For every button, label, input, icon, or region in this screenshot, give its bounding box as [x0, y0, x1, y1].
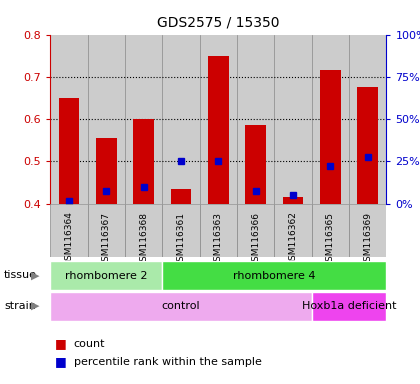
Text: control: control — [162, 301, 200, 311]
Bar — [125, 204, 163, 257]
Bar — [96, 138, 117, 204]
Bar — [274, 204, 312, 257]
Text: ▶: ▶ — [32, 270, 40, 280]
Text: GSM116367: GSM116367 — [102, 212, 111, 266]
Bar — [163, 261, 386, 290]
Bar — [50, 292, 312, 321]
Bar — [163, 35, 200, 204]
Text: ▶: ▶ — [32, 301, 40, 311]
Text: GSM116364: GSM116364 — [65, 212, 73, 266]
Bar — [200, 35, 237, 204]
Text: GSM116363: GSM116363 — [214, 212, 223, 266]
Bar — [312, 35, 349, 204]
Bar — [50, 204, 88, 257]
Text: strain: strain — [4, 301, 36, 311]
Text: tissue: tissue — [4, 270, 37, 280]
Bar — [163, 204, 200, 257]
Text: rhombomere 4: rhombomere 4 — [233, 270, 316, 281]
Bar — [200, 204, 237, 257]
Bar — [88, 35, 125, 204]
Bar — [50, 261, 163, 290]
Bar — [134, 119, 154, 204]
Bar — [237, 204, 274, 257]
Bar — [349, 204, 386, 257]
Text: Hoxb1a deficient: Hoxb1a deficient — [302, 301, 396, 311]
Text: GSM116365: GSM116365 — [326, 212, 335, 266]
Bar — [59, 98, 79, 204]
Text: rhombomere 2: rhombomere 2 — [65, 270, 148, 281]
Text: percentile rank within the sample: percentile rank within the sample — [74, 357, 261, 367]
Bar — [208, 56, 228, 204]
Bar — [125, 35, 163, 204]
Text: GSM116368: GSM116368 — [139, 212, 148, 266]
Text: GSM116366: GSM116366 — [251, 212, 260, 266]
Text: ■: ■ — [55, 337, 66, 350]
Title: GDS2575 / 15350: GDS2575 / 15350 — [157, 15, 280, 29]
Bar — [88, 204, 125, 257]
Bar — [312, 292, 386, 321]
Bar — [50, 35, 88, 204]
Bar — [283, 197, 303, 204]
Bar — [349, 35, 386, 204]
Bar — [312, 204, 349, 257]
Bar — [171, 189, 192, 204]
Bar — [357, 88, 378, 204]
Bar — [320, 71, 341, 204]
Text: GSM116369: GSM116369 — [363, 212, 372, 266]
Bar — [274, 35, 312, 204]
Text: count: count — [74, 339, 105, 349]
Bar — [237, 35, 274, 204]
Text: ■: ■ — [55, 355, 66, 368]
Bar — [245, 126, 266, 204]
Text: GSM116361: GSM116361 — [176, 212, 186, 266]
Text: GSM116362: GSM116362 — [289, 212, 297, 266]
